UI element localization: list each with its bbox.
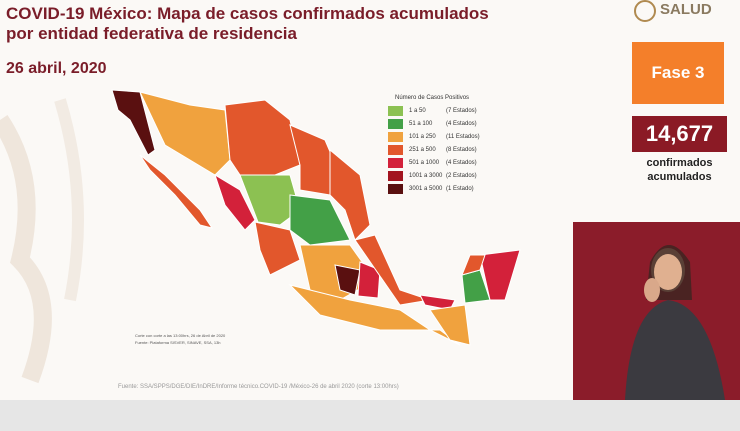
date: 26 abril, 2020 xyxy=(6,60,107,77)
legend-swatch xyxy=(388,106,403,116)
legend-swatch xyxy=(388,171,403,181)
legend-range: 3001 a 5000 xyxy=(409,186,443,192)
legend-count: (4 Estados) xyxy=(446,121,477,127)
legend-count: (4 Estados) xyxy=(446,160,477,166)
legend-swatch xyxy=(388,145,403,155)
legend-item: 51 a 100 (4 Estados) xyxy=(388,119,498,130)
note: Corte con corte a las 13:00hrs, 26 de Ab… xyxy=(135,333,226,338)
interpreter xyxy=(625,245,725,400)
phase: Fase 3 xyxy=(651,63,705,82)
legend-range: 501 a 1000 xyxy=(409,160,440,166)
legend-range: 251 a 500 xyxy=(409,147,436,153)
legend-item: 3001 a 5000 (1 Estado) xyxy=(388,184,498,195)
legend-range: 51 a 100 xyxy=(409,121,433,127)
legend-swatch xyxy=(388,132,403,142)
legend-item: 251 a 500 (8 Estados) xyxy=(388,145,498,156)
note: Fuente: Plataforma SISVER, SINAVE, SSA, … xyxy=(135,340,221,345)
legend-item: 501 a 1000 (4 Estados) xyxy=(388,158,498,169)
legend-swatch xyxy=(388,158,403,168)
legend-item: 101 a 250 (11 Estados) xyxy=(388,132,498,143)
legend-title: Número de Casos Positivos xyxy=(395,95,470,101)
map xyxy=(111,89,521,346)
legend-count: (8 Estados) xyxy=(446,147,477,153)
legend-count: (7 Estados) xyxy=(446,108,477,114)
legend-count: (2 Estados) xyxy=(446,173,477,179)
logo: SALUD xyxy=(660,1,712,18)
legend-range: 1 a 50 xyxy=(409,108,426,114)
title: por entidad federativa de residencia xyxy=(6,24,297,43)
legend-range: 1001 a 3000 xyxy=(409,173,443,179)
total: 14,677 xyxy=(645,121,714,146)
caption: acumulados xyxy=(647,171,712,183)
legend-swatch xyxy=(388,184,403,194)
source: Fuente: SSA/SPPS/DGE/DIE/InDRE/Informe t… xyxy=(118,384,399,390)
legend-item: 1 a 50 (7 Estados) xyxy=(388,106,498,117)
legend-item: 1001 a 3000 (2 Estados) xyxy=(388,171,498,182)
legend-count: (1 Estado) xyxy=(446,186,474,192)
legend-range: 101 a 250 xyxy=(409,134,436,140)
caption: confirmados xyxy=(646,157,713,169)
title: COVID-19 México: Mapa de casos confirmad… xyxy=(6,4,489,23)
legend-swatch xyxy=(388,119,403,129)
legend-count: (11 Estados) xyxy=(446,134,480,140)
